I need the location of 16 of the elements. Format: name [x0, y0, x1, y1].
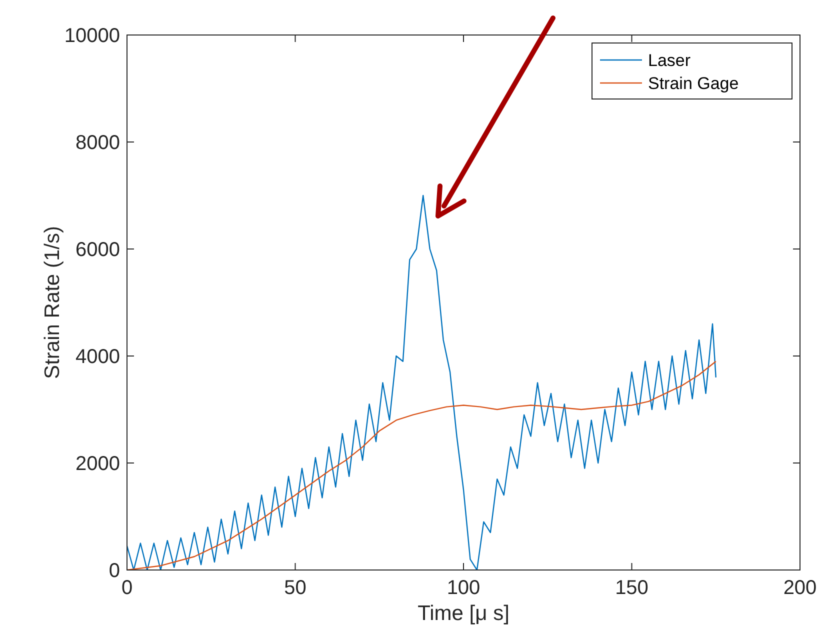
- x-tick-label: 200: [783, 577, 817, 599]
- legend-label: Laser: [648, 51, 691, 70]
- x-tick-label: 100: [446, 577, 480, 599]
- x-tick-label: 150: [615, 577, 648, 599]
- line-series: [127, 360, 716, 570]
- y-tick-label: 0: [108, 560, 120, 582]
- x-axis-title: Time [μ s]: [418, 602, 510, 625]
- y-tick-label: 10000: [64, 25, 120, 47]
- y-axis-title: Strain Rate (1/s): [41, 226, 64, 379]
- x-tick-label: 50: [284, 577, 306, 599]
- y-tick-label: 2000: [76, 453, 120, 475]
- y-tick-label: 8000: [76, 132, 120, 154]
- y-tick-label: 4000: [76, 346, 120, 368]
- legend-label: Strain Gage: [648, 74, 739, 93]
- line-series: [127, 194, 716, 570]
- y-tick-label: 6000: [76, 239, 120, 261]
